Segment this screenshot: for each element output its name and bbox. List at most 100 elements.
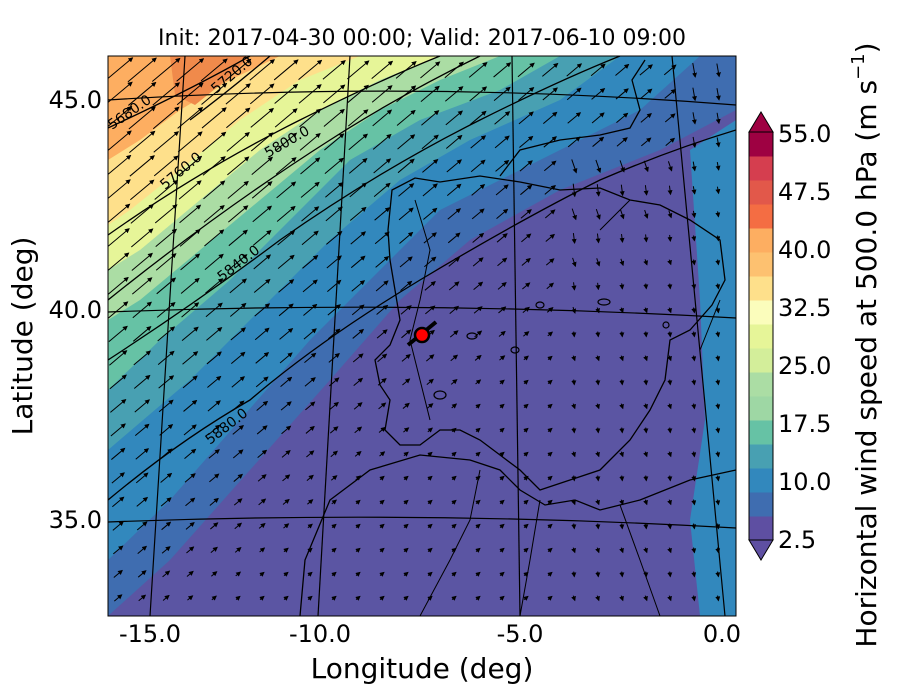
wind-vector xyxy=(499,451,505,457)
colorbar-title-main: Horizontal wind speed at 500.0 hPa (m s xyxy=(850,80,883,648)
wind-vector xyxy=(231,400,245,412)
wind-vector xyxy=(643,283,649,290)
wind-vector xyxy=(619,184,625,197)
wind-vector xyxy=(306,474,314,481)
wind-vector xyxy=(112,521,124,531)
colorbar-ticks: 55.0 47.5 40.0 32.5 25.0 17.5 10.0 2.5 xyxy=(778,120,831,554)
y-axis-title: Latitude (deg) xyxy=(6,237,39,436)
wind-vector xyxy=(230,327,246,341)
wind-vector xyxy=(208,424,221,436)
wind-vector xyxy=(282,498,290,505)
wind-vector xyxy=(640,113,652,123)
wind-vector xyxy=(154,179,179,200)
wind-vector xyxy=(571,331,577,338)
wind-vector xyxy=(136,521,148,531)
graticule xyxy=(108,56,736,616)
wind-vector xyxy=(445,134,463,149)
wind-vector xyxy=(403,571,409,577)
wind-vector xyxy=(667,451,672,458)
wind-vector xyxy=(403,595,409,601)
wind-vector xyxy=(643,475,649,482)
wind-vector xyxy=(403,499,409,505)
wind-vector xyxy=(667,331,673,338)
wind-vector xyxy=(595,499,600,506)
wind-vector xyxy=(571,451,576,458)
wind-vector xyxy=(667,210,673,219)
wind-vector xyxy=(523,379,529,385)
wind-vector xyxy=(151,57,181,82)
wind-vector xyxy=(595,523,601,530)
wind-vector xyxy=(475,427,481,433)
wind-vector xyxy=(475,403,481,409)
wind-vector xyxy=(543,160,557,172)
wind-vector xyxy=(281,425,292,435)
wind-vector xyxy=(108,106,133,128)
wind-vector xyxy=(355,547,361,553)
wind-vector xyxy=(496,233,508,243)
wind-vector xyxy=(519,135,534,148)
wind-vector xyxy=(643,160,649,173)
wind-vector xyxy=(326,230,343,245)
islands xyxy=(433,298,670,400)
wind-vector xyxy=(355,499,361,505)
wind-vector xyxy=(307,523,313,529)
wind-vector xyxy=(667,523,673,530)
wind-vector xyxy=(571,547,576,554)
wind-vector xyxy=(643,427,649,434)
wind-vector xyxy=(427,523,433,529)
wind-vector xyxy=(158,399,174,413)
wind-vector xyxy=(715,355,721,362)
wind-vector xyxy=(159,424,174,436)
wind-vector xyxy=(547,547,553,553)
wind-vector xyxy=(402,402,410,409)
wind-vector xyxy=(571,159,578,174)
wind-vector xyxy=(305,401,316,411)
wind-vector xyxy=(186,546,195,554)
wind-vector xyxy=(421,134,439,150)
wind-vector xyxy=(619,595,624,602)
wind-vector xyxy=(542,111,558,124)
wind-vector xyxy=(307,571,313,577)
x-axis: -15.0 -10.0 -5.0 0.0 Longitude (deg) xyxy=(119,620,741,685)
wind-vector xyxy=(423,232,437,244)
contour-5760 xyxy=(108,56,441,236)
wind-vector xyxy=(375,280,389,292)
wind-vector xyxy=(691,87,697,102)
wind-vector xyxy=(279,327,294,340)
wind-vector xyxy=(715,403,721,410)
wind-vector xyxy=(306,450,315,458)
wind-vector xyxy=(663,64,677,76)
wind-vector xyxy=(233,473,244,482)
wind-vector xyxy=(178,180,202,200)
wind-vector xyxy=(447,208,461,220)
wind-vector xyxy=(127,57,157,83)
wind-vector xyxy=(691,331,697,338)
wind-vector xyxy=(110,423,126,437)
wind-vector xyxy=(249,59,275,81)
contour-5720 xyxy=(189,56,271,121)
wind-vector xyxy=(566,87,582,101)
wind-vector xyxy=(181,326,199,342)
wind-vector xyxy=(545,233,555,242)
wind-vector xyxy=(493,86,511,102)
wind-vector xyxy=(206,351,222,365)
wind-vector xyxy=(495,159,510,172)
wind-vector xyxy=(187,595,194,601)
wind-vector xyxy=(523,547,529,553)
wind-vector xyxy=(137,545,148,554)
wind-vector xyxy=(201,82,228,105)
wind-vector xyxy=(640,88,653,100)
wind-vector xyxy=(208,449,220,459)
wind-vector xyxy=(322,60,346,80)
wind-vector xyxy=(715,137,721,148)
wind-vector xyxy=(591,87,606,100)
wind-vector xyxy=(161,546,171,554)
wind-vector xyxy=(667,571,673,578)
wind-vector xyxy=(210,546,218,554)
wind-vector xyxy=(619,499,624,506)
wind-vector xyxy=(499,523,505,529)
wind-vector xyxy=(251,181,273,199)
wind-vector xyxy=(354,426,363,434)
wind-vector xyxy=(619,258,625,267)
wind-vector xyxy=(300,181,320,198)
